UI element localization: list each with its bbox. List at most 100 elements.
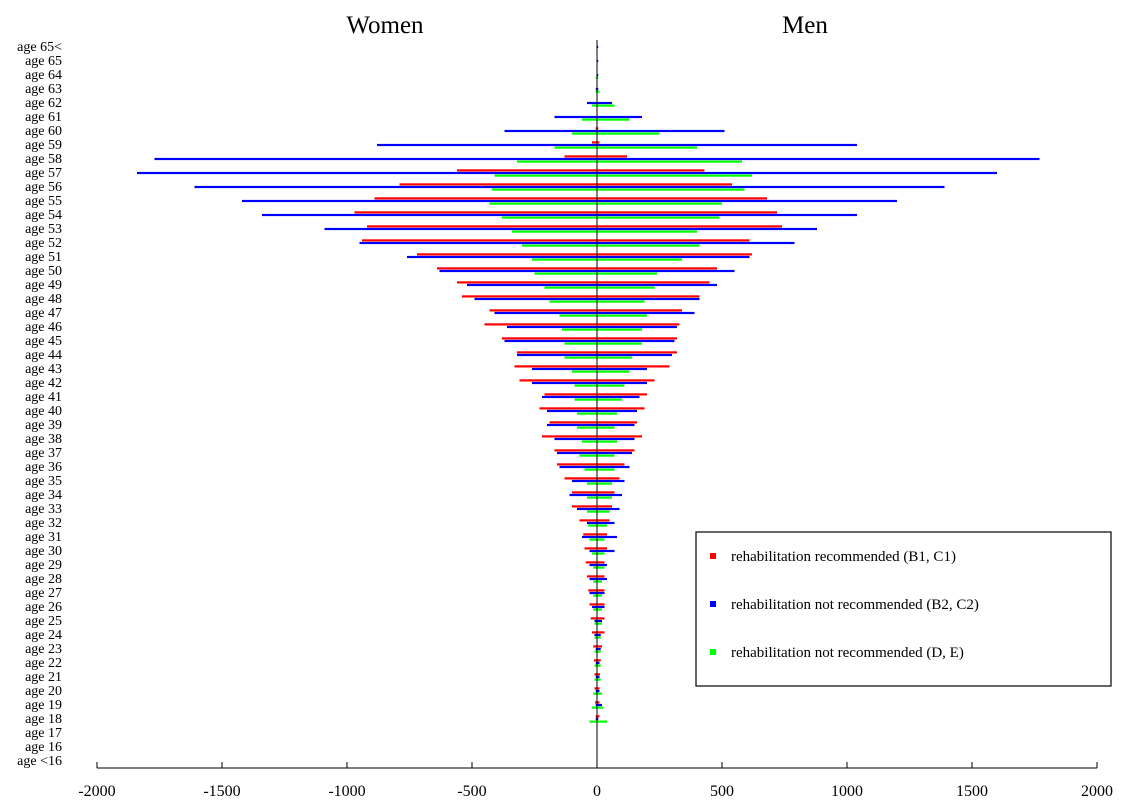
bar-women-s1-44 — [377, 143, 597, 147]
bar-men-s1-9 — [597, 633, 601, 637]
bar-women-s1-38 — [324, 227, 597, 231]
bar-men-s1-22 — [597, 451, 632, 455]
bar-women-s2-43 — [517, 160, 597, 163]
y-tick-label: age 42 — [25, 376, 62, 391]
bar-women-s2-16 — [589, 538, 597, 541]
bar-women-s1-15 — [589, 549, 597, 553]
y-tick-label: age 49 — [25, 278, 62, 293]
x-tick-label: -1500 — [203, 783, 240, 800]
y-tick-label: age 43 — [25, 362, 62, 377]
bar-women-s0-43 — [564, 155, 597, 158]
bar-men-s0-12 — [597, 589, 605, 592]
bar-women-s2-49 — [595, 76, 597, 79]
bar-women-s2-21 — [584, 468, 597, 471]
bar-women-s2-41 — [492, 188, 597, 191]
bar-men-s0-35 — [597, 267, 717, 270]
bar-women-s1-13 — [589, 577, 597, 581]
bar-women-s0-21 — [557, 463, 597, 466]
bar-women-s2-23 — [582, 440, 597, 443]
legend-label: rehabilitation not recommended (B2, C2) — [731, 597, 979, 613]
bar-men-s0-42 — [597, 169, 705, 172]
bar-women-s2-45 — [572, 132, 597, 135]
bar-women-s1-29 — [517, 353, 597, 357]
bar-women-s2-14 — [593, 566, 597, 569]
bar-women-s1-11 — [592, 605, 597, 609]
bar-men-s1-8 — [597, 647, 601, 651]
bar-men-s1-24 — [597, 423, 635, 427]
y-tick-label: age 41 — [25, 390, 62, 405]
bar-men-s0-6 — [597, 673, 600, 676]
bar-women-s1-5 — [595, 689, 597, 693]
y-tick-label: age 26 — [25, 600, 62, 615]
y-tick-label: age 54 — [25, 208, 62, 223]
bar-men-s0-30 — [597, 337, 677, 340]
bar-women-s0-36 — [417, 253, 597, 256]
bar-women-s0-29 — [517, 351, 597, 354]
y-tick-label: age 60 — [25, 124, 62, 139]
bar-men-s2-49 — [597, 76, 599, 79]
bar-men-s1-47 — [597, 101, 612, 105]
y-tick-label: age 33 — [25, 502, 62, 517]
bar-men-s2-6 — [597, 678, 601, 681]
bar-men-s0-33 — [597, 295, 700, 298]
y-tick-label: age 64 — [25, 68, 62, 83]
bar-men-s1-41 — [597, 185, 945, 189]
bar-men-s0-39 — [597, 211, 777, 214]
bar-women-s1-48 — [595, 87, 597, 91]
bar-men-s0-44 — [597, 141, 600, 144]
bar-women-s0-17 — [579, 519, 597, 522]
x-axis: -2000 -1500 -1000 -500 0 500 1000 1500 2000 — [78, 762, 1113, 800]
bar-women-s1-25 — [547, 409, 597, 413]
bar-women-s0-20 — [564, 477, 597, 480]
bar-men-s2-25 — [597, 412, 617, 415]
bar-women-s0-30 — [502, 337, 597, 340]
bar-men-s1-26 — [597, 395, 640, 399]
bar-women-s2-26 — [574, 398, 597, 401]
bar-men-s2-30 — [597, 342, 642, 345]
y-tick-label: age 29 — [25, 558, 62, 573]
bar-men-s1-5 — [597, 689, 600, 693]
y-tick-label: age 50 — [25, 264, 62, 279]
y-tick-label: age 30 — [25, 544, 62, 559]
bar-women-s2-11 — [593, 608, 597, 611]
bar-women-s1-8 — [595, 647, 597, 651]
bar-layer — [137, 45, 1040, 723]
y-tick-label: age 19 — [25, 698, 62, 713]
bar-women-s2-3 — [589, 720, 597, 723]
bar-women-s2-38 — [512, 230, 597, 233]
bar-men-s2-43 — [597, 160, 742, 163]
bar-men-s0-21 — [597, 463, 625, 466]
bar-women-s2-7 — [594, 664, 597, 667]
y-tick-label: age 23 — [25, 642, 62, 657]
bar-men-s0-15 — [597, 547, 607, 550]
bar-men-s1-34 — [597, 283, 717, 287]
bar-men-s1-20 — [597, 479, 625, 483]
bar-women-s0-14 — [585, 561, 597, 564]
y-tick-label: age 65< — [17, 40, 62, 55]
bar-women-s0-23 — [542, 435, 597, 438]
bar-men-s0-17 — [597, 519, 610, 522]
bar-women-s0-33 — [462, 295, 597, 298]
bar-women-s0-27 — [519, 379, 597, 382]
y-tick-label: age 35 — [25, 474, 62, 489]
bar-men-s0-45 — [597, 127, 599, 130]
bar-women-s2-9 — [594, 636, 597, 639]
bar-men-s1-32 — [597, 311, 695, 315]
bar-men-s1-25 — [597, 409, 637, 413]
bar-men-s0-8 — [597, 645, 602, 648]
y-tick-label: age 62 — [25, 96, 62, 111]
bar-men-s2-10 — [597, 622, 602, 625]
bar-women-s1-26 — [542, 395, 597, 399]
bar-men-s2-33 — [597, 300, 645, 303]
y-tick-label: age 39 — [25, 418, 62, 433]
bar-women-s1-33 — [474, 297, 597, 301]
bar-men-s1-50 — [597, 59, 599, 63]
bar-men-s2-44 — [597, 146, 697, 149]
bar-men-s2-34 — [597, 286, 655, 289]
bar-women-s0-18 — [572, 505, 597, 508]
bar-men-s1-27 — [597, 381, 647, 385]
y-tick-label: age 45 — [25, 334, 62, 349]
bar-women-s0-6 — [594, 673, 597, 676]
bar-women-s1-43 — [154, 157, 597, 161]
